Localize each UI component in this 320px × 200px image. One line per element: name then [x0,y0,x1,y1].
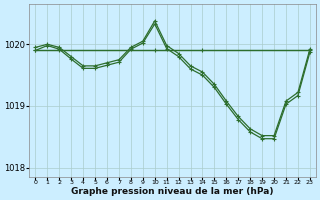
X-axis label: Graphe pression niveau de la mer (hPa): Graphe pression niveau de la mer (hPa) [71,187,274,196]
